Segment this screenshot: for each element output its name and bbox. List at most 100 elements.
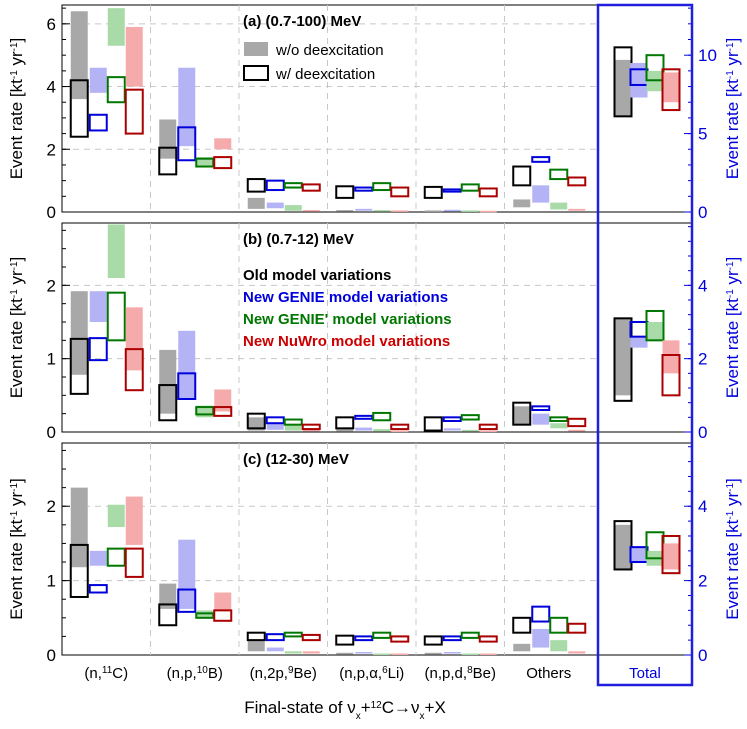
total-bar-old-without — [614, 59, 632, 117]
bar-old-without — [159, 119, 177, 159]
bar-nuwro-with — [390, 186, 410, 198]
bar-genie-with — [88, 584, 108, 594]
total-bar-geniep-without — [646, 322, 664, 341]
panel-title: (a) (0.7-100) MeV — [243, 13, 361, 30]
y-axis-label: Event rate [kt-1 yr-1] — [7, 478, 26, 620]
bar-old-with — [158, 603, 178, 627]
bar-old-without — [513, 406, 531, 425]
panel-title: (c) (12-30) MeV — [243, 451, 349, 468]
bar-geniep-without — [284, 424, 302, 431]
bar-nuwro-with — [213, 156, 233, 170]
right-axis-label: Event rate [kt-1 yr-1] — [723, 257, 742, 399]
bar-old-with — [69, 79, 89, 138]
bar-old-with — [69, 543, 89, 598]
bar-nuwro-without — [479, 430, 497, 433]
bar-genie-without — [178, 539, 196, 609]
bar-nuwro-without — [125, 26, 143, 87]
legend-model-label: New NuWro model variations — [243, 333, 450, 350]
y-tick-label: 1 — [47, 350, 56, 369]
bar-nuwro-with — [124, 88, 144, 135]
total-bar-nuwro-with — [661, 534, 681, 575]
bar-genie-without — [355, 208, 373, 211]
bar-genie-with — [88, 113, 108, 132]
total-bar-nuwro-without — [662, 340, 680, 374]
bar-geniep-with — [106, 547, 126, 567]
legend-without-label: w/o deexcitation — [275, 42, 384, 59]
bar-nuwro-without — [214, 138, 232, 150]
bar-old-without — [70, 11, 88, 100]
bar-genie-with — [88, 337, 108, 362]
bar-genie-with — [177, 126, 197, 162]
bar-genie-with — [354, 414, 374, 420]
y-axis-label: Event rate [kt-1 yr-1] — [7, 257, 26, 399]
bar-old-without — [159, 583, 177, 609]
category-label: Others — [526, 665, 571, 682]
total-bar-nuwro-with — [661, 354, 681, 397]
bar-nuwro-with — [213, 406, 233, 417]
right-tick-label: 10 — [698, 46, 717, 65]
total-bar-nuwro-with — [661, 68, 681, 112]
bar-genie-without — [355, 427, 373, 431]
bar-geniep-without — [550, 640, 568, 652]
bar-geniep-without — [196, 405, 214, 418]
bar-nuwro-with — [124, 348, 144, 392]
bar-nuwro-without — [214, 592, 232, 611]
bar-old-with — [512, 165, 532, 187]
bar-genie-with — [531, 156, 551, 163]
bar-old-with — [69, 337, 89, 395]
right-tick-label: 0 — [698, 646, 707, 665]
y-tick-label: 2 — [47, 276, 56, 295]
bar-nuwro-with — [124, 547, 144, 578]
bar-nuwro-without — [302, 651, 320, 654]
total-label: Total — [629, 665, 661, 682]
bar-nuwro-with — [567, 622, 587, 634]
right-tick-label: 5 — [698, 125, 707, 144]
bar-geniep-with — [106, 76, 126, 104]
total-box — [596, 3, 694, 687]
bar-geniep-without — [461, 210, 479, 212]
bar-genie-with — [354, 635, 374, 642]
bar-nuwro-with — [478, 423, 498, 431]
bar-nuwro-with — [301, 633, 321, 642]
right-axis-label: Event rate [kt-1 yr-1] — [723, 478, 742, 620]
bar-nuwro-with — [567, 417, 587, 428]
bar-genie-with — [354, 186, 374, 192]
bar-old-with — [158, 384, 178, 422]
bar-old-without — [70, 487, 88, 568]
y-tick-label: 0 — [47, 203, 56, 222]
bar-old-with — [246, 412, 266, 430]
bar-geniep-without — [373, 653, 391, 656]
y-tick-label: 2 — [47, 497, 56, 516]
y-tick-label: 0 — [47, 646, 56, 665]
bar-nuwro-with — [478, 187, 498, 198]
total-bar-old-without — [614, 524, 632, 570]
y-tick-label: 4 — [47, 78, 56, 97]
bar-genie-with — [442, 188, 462, 193]
bar-old-without — [247, 640, 265, 652]
bar-nuwro-without — [568, 208, 586, 211]
total-bar-old-with — [613, 520, 633, 571]
bar-geniep-with — [283, 182, 303, 189]
bar-genie-without — [532, 413, 550, 425]
category-label: (n,p,10B) — [167, 665, 223, 683]
bar-nuwro-without — [302, 429, 320, 432]
y-axis-label: Event rate [kt-1 yr-1] — [7, 38, 26, 180]
legend-model-label: Old model variations — [243, 267, 391, 284]
legend-with-label: w/ deexcitation — [275, 66, 375, 83]
bar-nuwro-without — [302, 210, 320, 212]
bar-geniep-with — [283, 631, 303, 638]
right-tick-label: 2 — [698, 572, 707, 591]
right-tick-label: 0 — [698, 203, 707, 222]
y-tick-label: 2 — [47, 140, 56, 159]
bar-genie-with — [265, 416, 285, 425]
bar-nuwro-without — [214, 389, 232, 412]
bar-geniep-with — [372, 411, 392, 422]
bar-genie-with — [265, 633, 285, 642]
bar-geniep-with — [372, 631, 392, 639]
bar-old-without — [424, 652, 442, 655]
right-tick-label: 4 — [698, 497, 707, 516]
bar-old-with — [423, 416, 443, 432]
bar-geniep-with — [460, 183, 480, 192]
bar-old-with — [335, 416, 355, 430]
bar-geniep-with — [460, 414, 480, 421]
